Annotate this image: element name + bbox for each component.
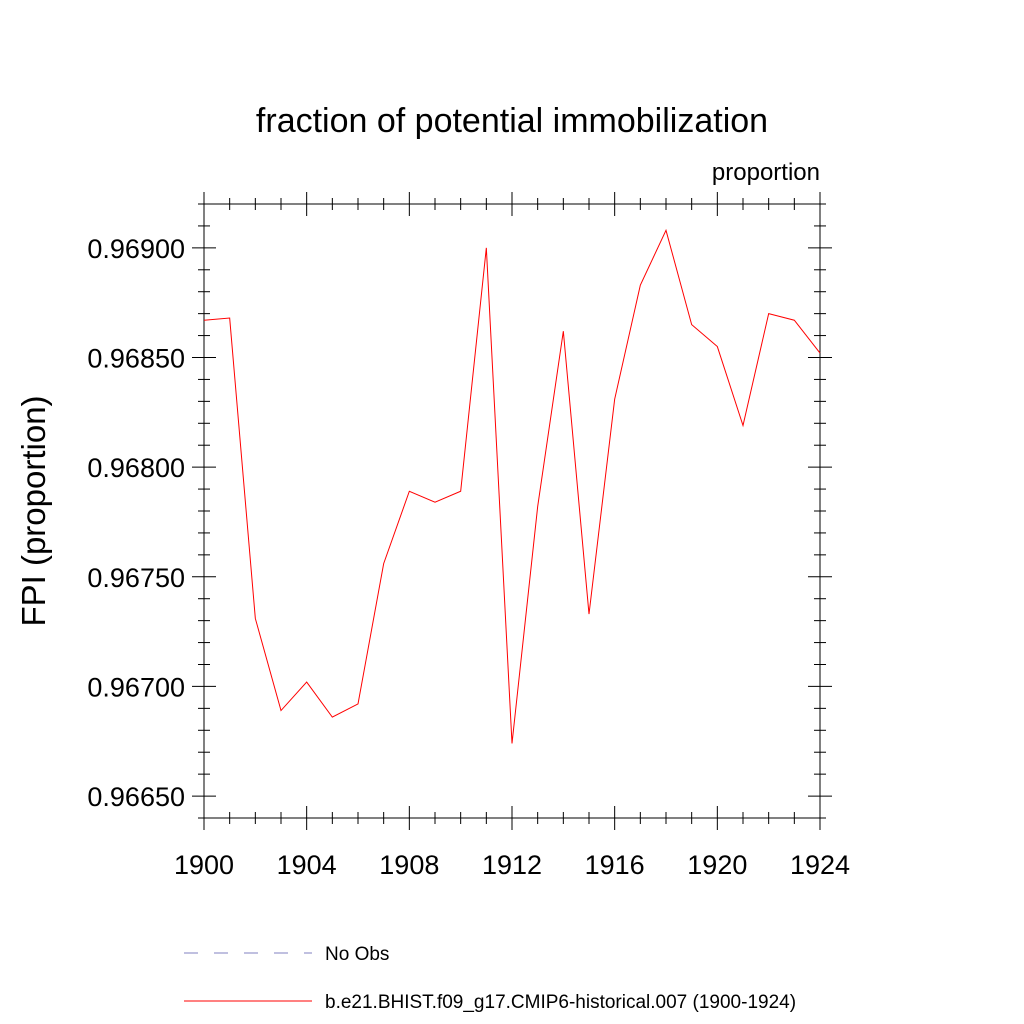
legend-label: No Obs <box>325 944 389 965</box>
legend: No Obs b.e21.BHIST.f09_g17.CMIP6-historic… <box>184 944 796 1013</box>
x-tick-label: 1900 <box>174 850 234 880</box>
x-tick-label: 1924 <box>790 850 850 880</box>
units-label: proportion <box>712 159 820 186</box>
series-group <box>203 228 821 744</box>
x-tick-label: 1920 <box>687 850 747 880</box>
x-tick-label: 1912 <box>482 850 542 880</box>
series-line <box>203 228 821 744</box>
legend-label: b.e21.BHIST.f09_g17.CMIP6-historical.007… <box>325 992 796 1013</box>
axis-tick-labels: 1900 1904 1908 1912 1916 1920 1924 0.96650 0.967… <box>87 234 850 880</box>
x-tick-label: 1904 <box>277 850 337 880</box>
x-tick-label: 1908 <box>379 850 439 880</box>
y-tick-label: 0.96800 <box>87 453 185 483</box>
plot-frame <box>203 203 821 819</box>
y-tick-label: 0.96900 <box>87 234 185 264</box>
y-axis-label: FPI (proportion) <box>15 395 52 626</box>
y-tick-label: 0.96650 <box>87 782 185 812</box>
axis-ticks <box>192 192 832 830</box>
y-tick-label: 0.96850 <box>87 344 185 374</box>
chart-title: fraction of potential immobilization <box>256 102 768 140</box>
y-tick-label: 0.96700 <box>87 672 185 702</box>
x-tick-label: 1916 <box>585 850 645 880</box>
y-tick-label: 0.96750 <box>87 563 185 593</box>
